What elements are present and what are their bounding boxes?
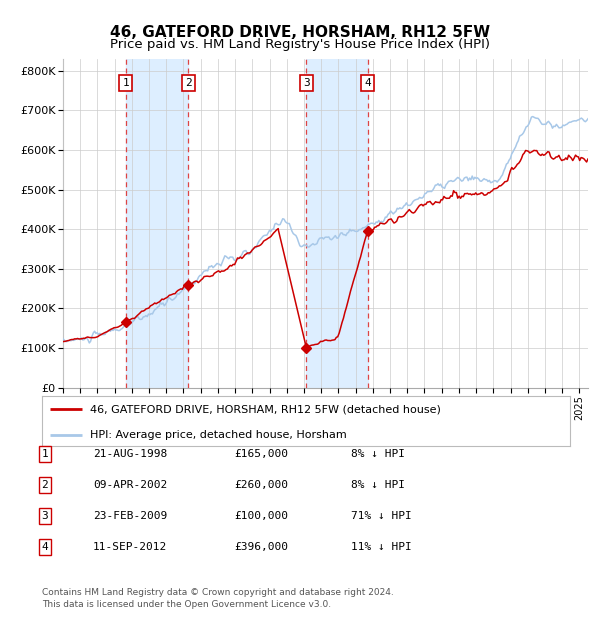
Text: 1: 1 (122, 78, 129, 87)
Text: 2: 2 (41, 480, 49, 490)
Text: 1: 1 (41, 449, 49, 459)
Bar (125, 59, 188, 388)
Text: 21-AUG-1998: 21-AUG-1998 (93, 449, 167, 459)
Text: £165,000: £165,000 (234, 449, 288, 459)
Text: Price paid vs. HM Land Registry's House Price Index (HPI): Price paid vs. HM Land Registry's House … (110, 38, 490, 51)
Text: 8% ↓ HPI: 8% ↓ HPI (351, 449, 405, 459)
Text: 8% ↓ HPI: 8% ↓ HPI (351, 480, 405, 490)
Text: Contains HM Land Registry data © Crown copyright and database right 2024.
This d: Contains HM Land Registry data © Crown c… (42, 588, 394, 609)
Text: 09-APR-2002: 09-APR-2002 (93, 480, 167, 490)
Text: 3: 3 (41, 511, 49, 521)
Text: 4: 4 (41, 542, 49, 552)
Text: 11% ↓ HPI: 11% ↓ HPI (351, 542, 412, 552)
Text: 46, GATEFORD DRIVE, HORSHAM, RH12 5FW (detached house): 46, GATEFORD DRIVE, HORSHAM, RH12 5FW (d… (89, 404, 440, 414)
Text: 2: 2 (185, 78, 191, 87)
Text: 11-SEP-2012: 11-SEP-2012 (93, 542, 167, 552)
Text: £100,000: £100,000 (234, 511, 288, 521)
Text: £396,000: £396,000 (234, 542, 288, 552)
Text: HPI: Average price, detached house, Horsham: HPI: Average price, detached house, Hors… (89, 430, 346, 440)
Text: £260,000: £260,000 (234, 480, 288, 490)
Text: 3: 3 (303, 78, 310, 87)
Text: 4: 4 (364, 78, 371, 87)
Text: 46, GATEFORD DRIVE, HORSHAM, RH12 5FW: 46, GATEFORD DRIVE, HORSHAM, RH12 5FW (110, 25, 490, 40)
Text: 23-FEB-2009: 23-FEB-2009 (93, 511, 167, 521)
Text: 71% ↓ HPI: 71% ↓ HPI (351, 511, 412, 521)
Bar (307, 59, 368, 388)
